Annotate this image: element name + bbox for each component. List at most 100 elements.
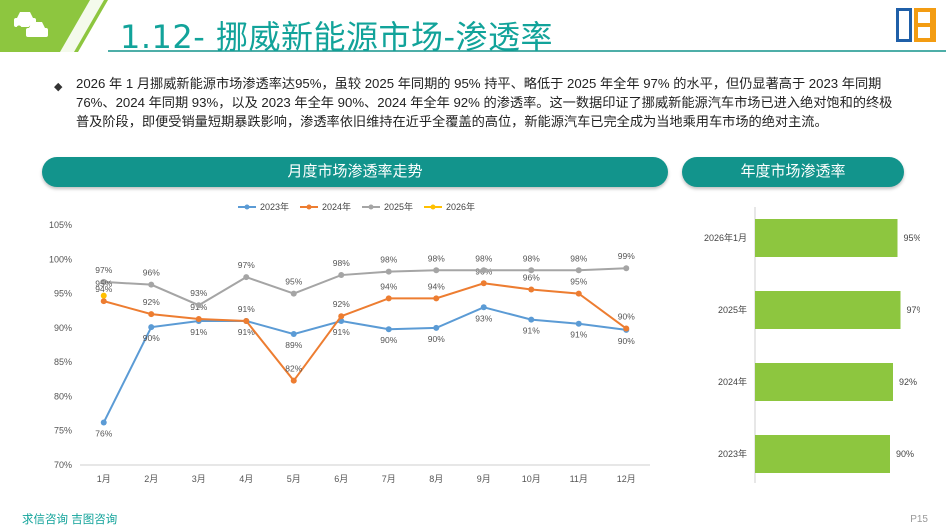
x-tick-label: 6月 [334, 474, 348, 484]
data-label: 98% [570, 253, 587, 263]
data-point [290, 331, 297, 338]
summary-paragraph: 2026 年 1 月挪威新能源市场渗透率达95%，虽较 2025 年同期的 95… [76, 76, 893, 129]
data-label: 94% [428, 281, 445, 291]
data-point [528, 267, 535, 274]
data-label: 91% [238, 327, 255, 337]
data-label: 90% [143, 333, 160, 343]
data-label: 93% [475, 313, 492, 323]
data-point [195, 315, 202, 322]
data-point [623, 325, 630, 332]
data-label: 94% [380, 281, 397, 291]
data-point [243, 274, 250, 281]
data-label: 99% [618, 251, 635, 261]
y-tick-label: 105% [49, 220, 72, 230]
legend-label: 2023年 [260, 201, 289, 212]
data-label: 96% [143, 268, 160, 278]
data-point [385, 326, 392, 333]
x-tick-label: 7月 [382, 474, 396, 484]
legend-marker [430, 204, 436, 210]
legend-label: 2026年 [446, 201, 475, 212]
x-tick-label: 11月 [570, 474, 588, 484]
bar-category-label: 2026年1月 [704, 232, 747, 243]
data-point [338, 313, 345, 320]
header-stripe [60, 0, 104, 52]
data-point [100, 278, 107, 285]
data-label: 92% [333, 299, 350, 309]
data-point [433, 295, 440, 302]
series-line [103, 282, 627, 383]
data-label: 91% [190, 327, 207, 337]
data-label: 90% [618, 336, 635, 346]
bar [755, 435, 890, 473]
data-point [575, 290, 582, 297]
legend-item: 2026年 [424, 201, 475, 212]
data-point [148, 311, 155, 318]
data-label: 96% [523, 272, 540, 282]
bar-value-label: 90% [896, 449, 914, 459]
bar [755, 219, 898, 257]
footer-logo: 求信咨询 吉图咨询 [22, 514, 118, 526]
header-banner [0, 0, 946, 52]
data-point [480, 267, 487, 274]
car-icon [14, 12, 48, 37]
data-point [338, 272, 345, 279]
data-point [480, 304, 487, 311]
x-tick-label: 1月 [97, 474, 111, 484]
data-point [528, 316, 535, 323]
data-point [385, 295, 392, 302]
data-label: 92% [143, 297, 160, 307]
legend-item: 2024年 [300, 201, 351, 212]
data-point [243, 318, 250, 324]
x-tick-label: 10月 [522, 474, 541, 484]
series-line [102, 306, 627, 423]
data-point [148, 281, 155, 288]
legend-marker [368, 204, 374, 210]
y-tick-label: 90% [54, 323, 72, 333]
data-label: 90% [618, 312, 635, 322]
x-tick-label: 3月 [192, 474, 206, 484]
legend-label: 2024年 [322, 201, 351, 212]
data-point [100, 419, 107, 426]
data-point [195, 302, 202, 309]
y-tick-label: 85% [54, 357, 72, 367]
data-point [290, 290, 297, 297]
data-point [480, 280, 487, 287]
data-label: 90% [428, 334, 445, 344]
x-tick-label: 5月 [287, 474, 301, 484]
data-point [433, 267, 440, 274]
data-label: 89% [285, 340, 302, 350]
data-label: 91% [570, 330, 587, 340]
annual-bar-chart: 2026年1月 95% 2025年 97% 2024年 92% 2023年 90% [704, 207, 920, 483]
data-label: 95% [95, 279, 112, 289]
data-label: 91% [333, 327, 350, 337]
bar-category-label: 2023年 [718, 448, 747, 459]
data-label: 95% [570, 277, 587, 287]
bar [755, 363, 893, 401]
bar-value-label: 92% [899, 377, 917, 387]
data-label: 91% [238, 304, 255, 314]
data-label: 93% [190, 288, 207, 298]
x-tick-label: 8月 [429, 474, 443, 484]
data-label: 76% [95, 428, 112, 438]
data-label: 98% [428, 253, 445, 263]
data-point [100, 298, 107, 305]
bar-category-label: 2024年 [718, 376, 747, 387]
y-tick-label: 70% [54, 460, 72, 470]
bar [755, 291, 901, 329]
data-label: 97% [95, 265, 112, 275]
data-point [433, 324, 440, 331]
y-tick-label: 100% [49, 254, 72, 264]
y-tick-label: 95% [54, 289, 72, 299]
data-label: 82% [285, 364, 302, 374]
data-label: 97% [238, 260, 255, 270]
monthly-chart-title: 月度市场渗透率走势 [42, 157, 668, 187]
data-point [148, 324, 155, 331]
y-tick-label: 80% [54, 391, 72, 401]
legend-label: 2025年 [384, 201, 413, 212]
legend-marker [244, 204, 250, 210]
data-point [528, 286, 535, 293]
legend-marker [306, 204, 312, 210]
data-label: 98% [333, 258, 350, 268]
data-label: 94% [95, 284, 112, 294]
monthly-line-chart: 70% 75% 80% 85% 90% 95% 100% 105% 1月 2月 3月 4月 5月 6月 7月… [49, 201, 650, 484]
